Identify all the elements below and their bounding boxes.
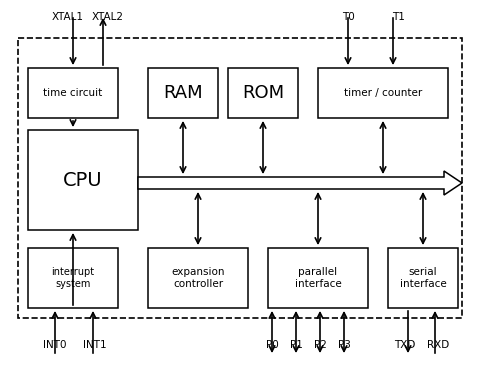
Text: P3: P3 bbox=[338, 340, 350, 350]
Bar bbox=[28, 248, 118, 308]
Bar bbox=[148, 248, 248, 308]
Text: CPU: CPU bbox=[63, 170, 103, 189]
Text: XTAL1: XTAL1 bbox=[52, 12, 84, 22]
Bar bbox=[18, 38, 462, 318]
Polygon shape bbox=[138, 171, 462, 195]
Text: expansion
controller: expansion controller bbox=[171, 267, 225, 289]
Text: T0: T0 bbox=[342, 12, 354, 22]
Text: RXD: RXD bbox=[427, 340, 449, 350]
Bar bbox=[28, 68, 118, 118]
Text: RAM: RAM bbox=[163, 84, 203, 102]
Text: serial
interface: serial interface bbox=[400, 267, 447, 289]
Text: ROM: ROM bbox=[242, 84, 284, 102]
Text: P0: P0 bbox=[265, 340, 278, 350]
Text: P2: P2 bbox=[314, 340, 326, 350]
Bar bbox=[228, 68, 298, 118]
Text: P1: P1 bbox=[289, 340, 303, 350]
Text: T1: T1 bbox=[391, 12, 405, 22]
Text: TXD: TXD bbox=[394, 340, 416, 350]
Bar bbox=[28, 130, 138, 230]
Bar bbox=[388, 248, 458, 308]
Text: INT0: INT0 bbox=[43, 340, 67, 350]
Text: interrupt
system: interrupt system bbox=[51, 267, 95, 289]
Bar bbox=[268, 248, 368, 308]
Text: time circuit: time circuit bbox=[43, 88, 102, 98]
Text: timer / counter: timer / counter bbox=[344, 88, 422, 98]
Text: parallel
interface: parallel interface bbox=[295, 267, 342, 289]
Text: INT1: INT1 bbox=[83, 340, 107, 350]
Bar bbox=[318, 68, 448, 118]
Bar bbox=[148, 68, 218, 118]
Text: XTAL2: XTAL2 bbox=[92, 12, 124, 22]
